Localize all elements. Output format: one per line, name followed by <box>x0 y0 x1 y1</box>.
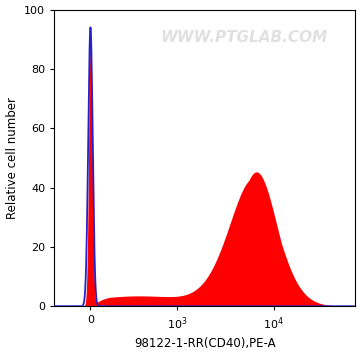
Y-axis label: Relative cell number: Relative cell number <box>5 97 18 219</box>
Text: WWW.PTGLAB.COM: WWW.PTGLAB.COM <box>160 30 327 45</box>
X-axis label: 98122-1-RR(CD40),PE-A: 98122-1-RR(CD40),PE-A <box>134 337 275 350</box>
